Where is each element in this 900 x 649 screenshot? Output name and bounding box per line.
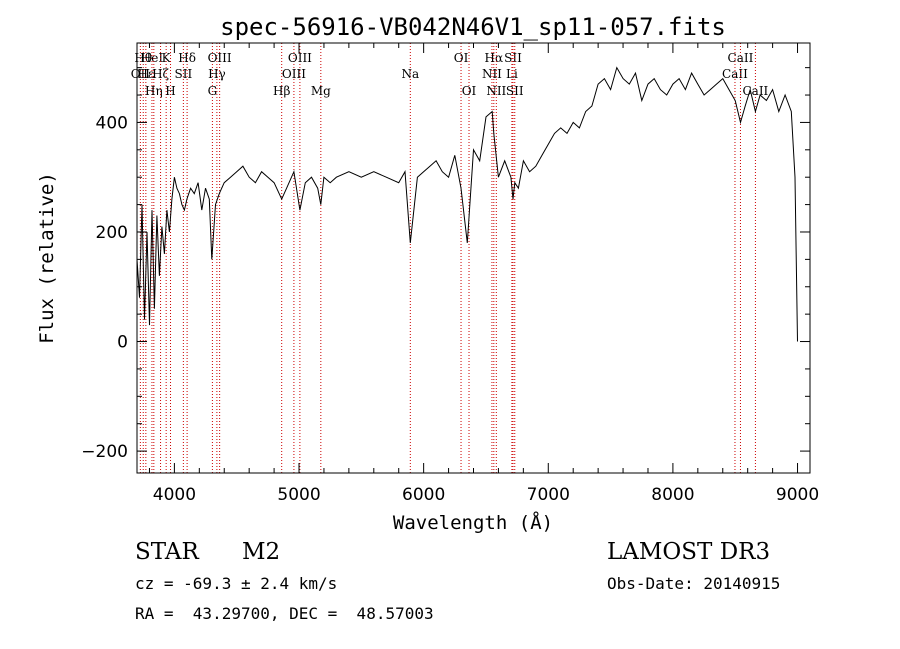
line-marker-label: CaII [728,51,754,65]
x-tick-label: 7000 [527,485,570,505]
line-marker-label: K [162,51,172,65]
y-tick-label: −200 [81,442,128,462]
axis-ticks [137,43,810,473]
line-marker-label: G [208,84,218,98]
line-marker-label: Mg [311,84,331,98]
line-markers: OIIHθHεHeIHηHζKHSIIHδGHγOIIIHβOIIIOIIIMg… [131,43,769,473]
line-marker-label: CaII [722,67,748,81]
line-marker-label: Hδ [178,51,196,65]
line-marker-label: OIII [282,67,306,81]
coordinates-text: RA = 43.29700, DEC = 48.57003 [135,604,434,623]
line-marker-label: SII [175,67,193,81]
line-marker-label: OI [462,84,477,98]
x-tick-label: 5000 [277,485,320,505]
line-marker-label: HeI [141,51,164,65]
x-tick-labels: 4000 5000 6000 7000 8000 9000 [153,485,819,505]
chart-title: spec-56916-VB042N46V1_sp11-057.fits [220,13,726,41]
x-tick-label: 8000 [651,485,694,505]
line-marker-label: OIII [288,51,312,65]
y-axis-label: Flux (relative) [36,172,58,344]
y-tick-label: 200 [96,223,128,243]
line-marker-label: Hε [138,67,155,81]
plot-frame [136,42,811,474]
line-marker-label: NII [482,67,502,81]
y-tick-label: 0 [117,333,128,353]
object-subclass: M2 [242,539,281,565]
object-class: STAR [135,539,199,565]
y-tick-label: 400 [96,113,128,133]
line-marker-label: Li [506,67,518,81]
line-marker-label: Hζ [152,67,169,81]
x-tick-label: 4000 [153,485,196,505]
y-tick-labels: −200 0 200 400 [81,113,128,462]
line-marker-label: OIII [208,51,232,65]
line-marker-label: H [165,84,175,98]
line-marker-label: CaII [742,84,768,98]
survey-name: LAMOST DR3 [607,539,771,565]
line-marker-label: Hθ [134,51,152,65]
line-marker-label: Hβ [273,84,290,98]
spectrum-line [136,66,798,342]
x-axis-label: Wavelength (Å) [393,511,553,534]
line-marker-label: Hη [145,84,163,98]
line-marker-label: Na [401,67,419,81]
x-tick-label: 9000 [776,485,819,505]
line-marker-label: OI [454,51,469,65]
x-tick-label: 6000 [402,485,445,505]
line-marker-label: SII [504,51,522,65]
line-marker-label: Hγ [208,67,226,81]
line-marker-label: Hα [485,51,504,65]
line-marker-label: NII [486,84,506,98]
line-marker-label: SII [506,84,524,98]
redshift-text: cz = -69.3 ± 2.4 km/s [135,574,338,593]
obs-date-text: Obs-Date: 20140915 [607,574,781,593]
